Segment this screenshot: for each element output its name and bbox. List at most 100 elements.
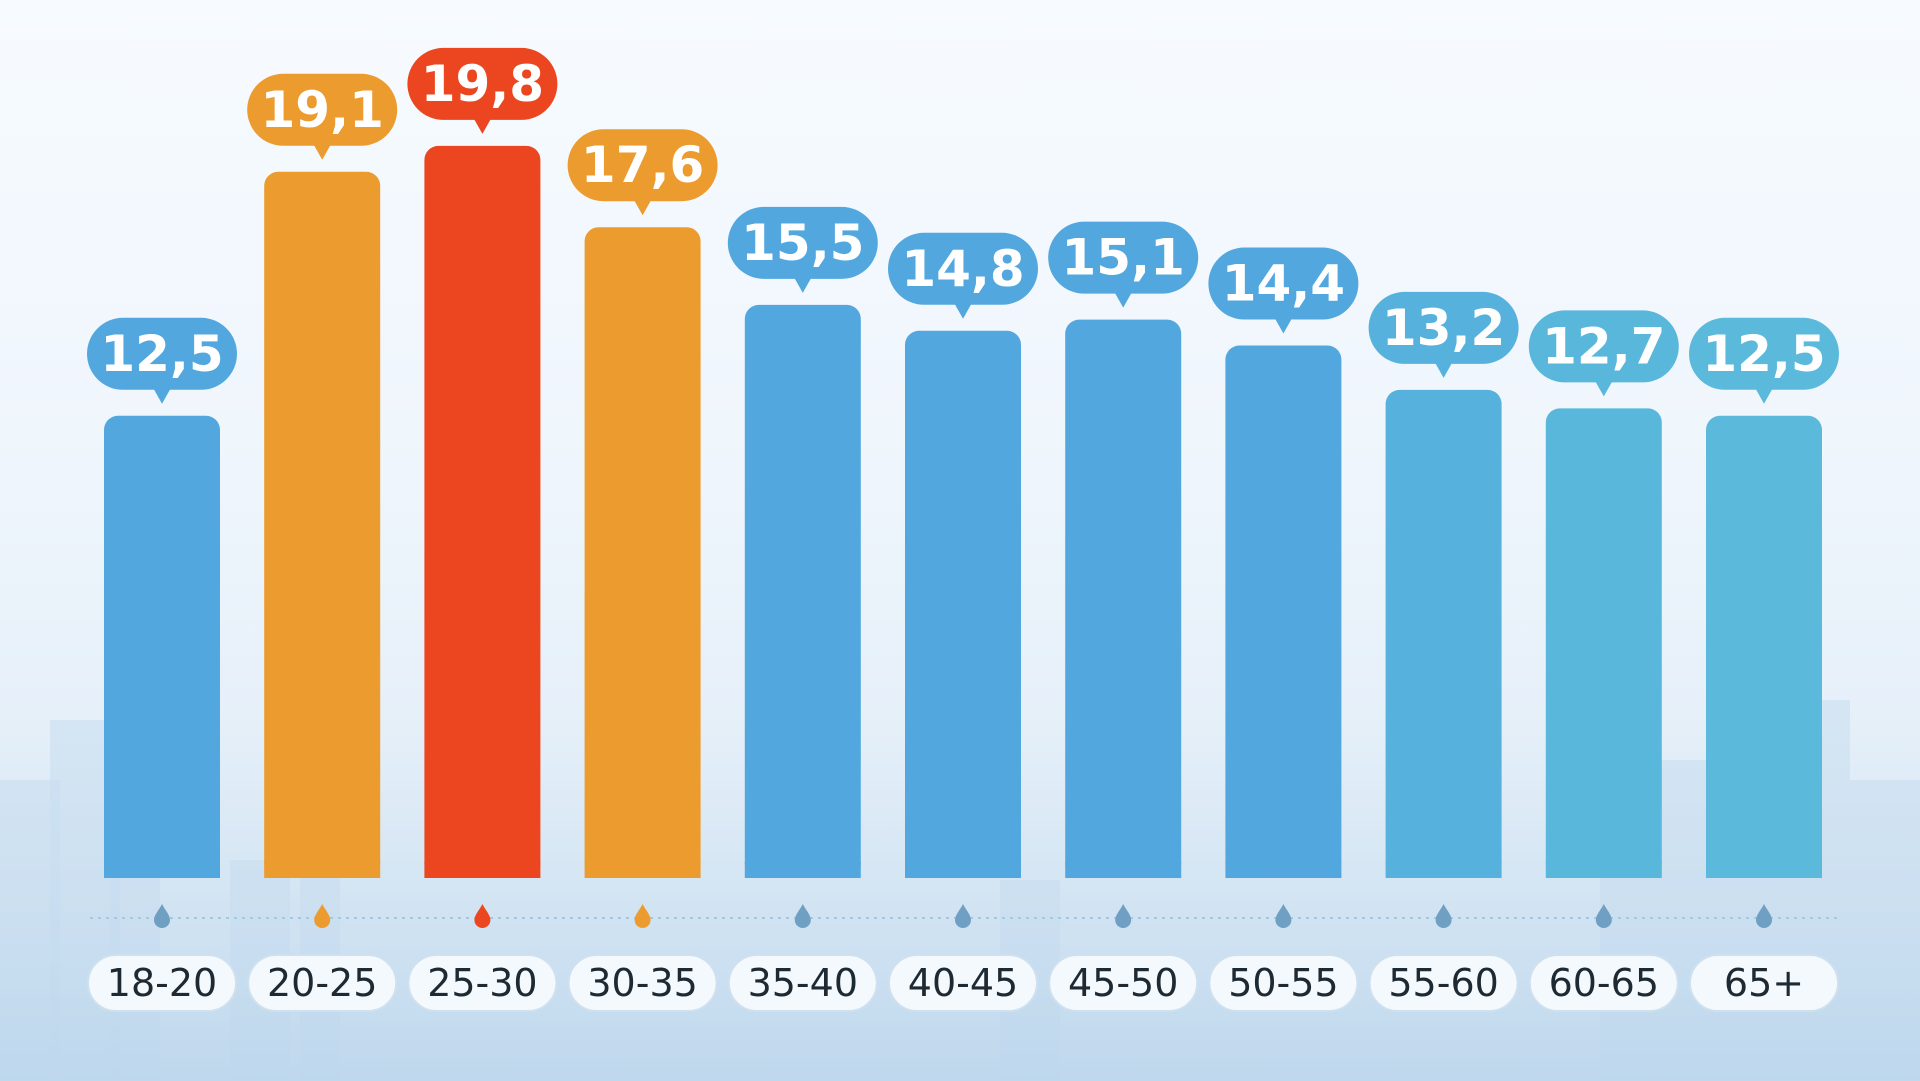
- bubble-pointer: [313, 143, 332, 160]
- water-drop-icon: [794, 904, 811, 928]
- category-label: 35-40: [748, 961, 858, 1005]
- category-pill: [1689, 954, 1839, 1012]
- bubble-pointer: [1594, 380, 1613, 397]
- category-label: 45-50: [1068, 961, 1178, 1005]
- category-pill: [407, 954, 558, 1012]
- bar-base: [104, 862, 220, 878]
- bar-base: [264, 862, 381, 878]
- bar-base: [1385, 862, 1502, 878]
- category-tick-label: 45-50: [1048, 954, 1199, 1012]
- bar-65+: [1706, 415, 1822, 878]
- value-bubble: [1208, 247, 1359, 320]
- category-tick-label: 18-20: [87, 954, 237, 1012]
- category-pill: [1208, 954, 1359, 1012]
- data-label: 15,5: [741, 214, 864, 272]
- value-label: 14,4: [1208, 247, 1359, 334]
- category-tick-label: 40-45: [888, 954, 1038, 1012]
- bar-base: [1065, 862, 1182, 878]
- bar-18-20: [104, 415, 220, 878]
- value-bubble: [567, 129, 718, 202]
- bubble-pointer: [1755, 387, 1773, 404]
- water-drop-icon: [474, 904, 491, 928]
- data-label: 19,8: [421, 55, 544, 113]
- category-tick-label: 65+: [1689, 954, 1839, 1012]
- bar-base: [1225, 862, 1342, 878]
- bubble-pointer: [1114, 291, 1133, 308]
- value-label: 12,5: [1689, 317, 1839, 404]
- category-tick-label: 30-35: [567, 954, 718, 1012]
- water-drop-icon: [1275, 904, 1292, 928]
- bar-20-25: [264, 171, 381, 878]
- category-label: 18-20: [107, 961, 217, 1005]
- water-drop-icon: [154, 904, 170, 928]
- category-pill: [247, 954, 398, 1012]
- category-label: 40-45: [908, 961, 1018, 1005]
- category-pill: [87, 954, 237, 1012]
- value-label: 17,6: [567, 129, 718, 216]
- water-drop-icon: [1115, 904, 1132, 928]
- bar-25-30: [424, 145, 541, 878]
- category-pill: [567, 954, 718, 1012]
- value-bubble: [888, 232, 1038, 305]
- data-label: 17,6: [581, 136, 704, 194]
- data-label: 12,5: [100, 325, 223, 383]
- bar-base: [424, 862, 541, 878]
- value-label: 19,1: [247, 73, 398, 160]
- category-tick-label: 25-30: [407, 954, 558, 1012]
- bar-60-65: [1545, 408, 1662, 878]
- data-label: 15,1: [1062, 229, 1185, 287]
- bubble-pointer: [954, 302, 972, 319]
- value-bubble: [1048, 221, 1199, 294]
- category-pill: [727, 954, 878, 1012]
- data-label: 13,2: [1382, 299, 1505, 357]
- water-drop-icon: [634, 904, 651, 928]
- value-bubble: [1689, 317, 1839, 390]
- value-label: 12,7: [1528, 310, 1679, 397]
- bubble-pointer: [1274, 317, 1293, 334]
- category-tick-label: 35-40: [727, 954, 878, 1012]
- value-bubble: [407, 47, 558, 120]
- category-label: 20-25: [267, 961, 377, 1005]
- bar-45-50: [1065, 319, 1182, 878]
- data-label: 14,8: [901, 240, 1024, 298]
- bar-35-40: [744, 304, 861, 878]
- category-tick-label: 60-65: [1528, 954, 1679, 1012]
- water-drop-icon: [1595, 904, 1612, 928]
- value-label: 15,5: [727, 206, 878, 293]
- category-label: 60-65: [1549, 961, 1659, 1005]
- data-label: 14,4: [1222, 255, 1345, 313]
- data-label: 12,7: [1542, 317, 1665, 375]
- data-label: 19,1: [261, 81, 384, 139]
- bar-base: [1545, 862, 1662, 878]
- bar-base: [1706, 862, 1822, 878]
- bar-40-45: [905, 330, 1021, 878]
- category-pill: [1368, 954, 1519, 1012]
- category-pill: [888, 954, 1038, 1012]
- value-label: 13,2: [1368, 291, 1519, 378]
- water-drop-icon: [314, 904, 331, 928]
- bubble-pointer: [793, 276, 812, 293]
- category-pill: [1048, 954, 1199, 1012]
- data-label: 12,5: [1702, 325, 1825, 383]
- value-label: 12,5: [87, 317, 237, 404]
- water-drop-icon: [955, 904, 971, 928]
- value-label: 19,8: [407, 47, 558, 134]
- water-drop-icon: [1435, 904, 1452, 928]
- bar-base: [584, 862, 701, 878]
- bar-50-55: [1225, 345, 1342, 878]
- category-label: 50-55: [1228, 961, 1338, 1005]
- bubble-pointer: [633, 199, 652, 216]
- value-label: 14,8: [888, 232, 1038, 319]
- water-drop-icon: [1756, 904, 1772, 928]
- category-label: 65+: [1724, 961, 1804, 1005]
- value-bubble: [1528, 310, 1679, 383]
- category-label: 55-60: [1388, 961, 1498, 1005]
- value-bubble: [1368, 291, 1519, 364]
- value-bubble: [87, 317, 237, 390]
- category-tick-label: 20-25: [247, 954, 398, 1012]
- bar-55-60: [1385, 389, 1502, 878]
- category-label: 30-35: [587, 961, 697, 1005]
- bubble-pointer: [1434, 361, 1453, 378]
